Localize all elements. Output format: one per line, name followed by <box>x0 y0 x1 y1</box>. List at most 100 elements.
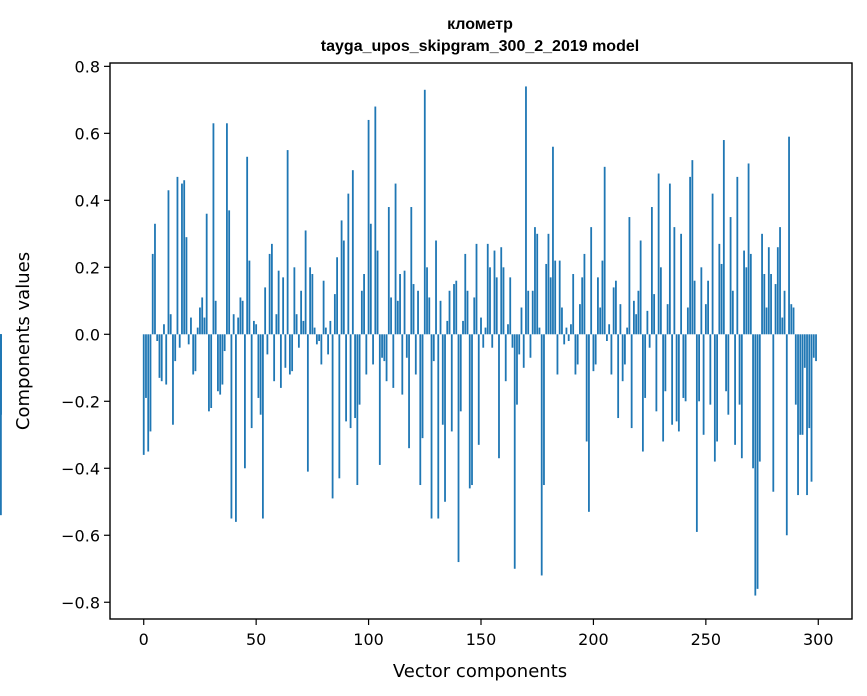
bar <box>423 89 426 335</box>
bar <box>671 334 674 425</box>
bar <box>790 304 793 335</box>
bar <box>754 334 757 596</box>
bar <box>540 334 543 576</box>
bar <box>581 277 584 335</box>
bar <box>561 307 563 335</box>
bar <box>513 334 516 569</box>
bar <box>815 334 817 362</box>
bar <box>450 334 453 432</box>
bar <box>214 300 217 335</box>
bar <box>477 334 480 445</box>
bar <box>246 156 249 335</box>
bar <box>491 334 494 348</box>
bar <box>358 334 361 405</box>
bar <box>160 334 163 382</box>
bar <box>235 334 237 522</box>
bar <box>336 257 338 335</box>
bar <box>435 240 437 335</box>
bar <box>455 280 458 335</box>
bar <box>518 334 521 355</box>
bar <box>772 334 775 492</box>
bar <box>464 253 467 335</box>
bar <box>603 166 606 335</box>
bar <box>662 334 665 442</box>
bar <box>219 334 222 395</box>
bar <box>446 320 449 335</box>
bar <box>437 334 440 519</box>
bar <box>763 274 766 335</box>
bar <box>365 334 368 375</box>
bar <box>387 207 390 335</box>
bar <box>534 227 536 335</box>
bar <box>212 123 215 335</box>
y-tick-label: 0.2 <box>75 258 100 277</box>
bar <box>354 334 356 419</box>
bar <box>516 334 518 405</box>
bar <box>459 334 462 412</box>
bar <box>675 334 678 422</box>
bar <box>808 334 811 429</box>
bar <box>655 334 658 412</box>
bar <box>761 233 763 335</box>
bar <box>282 277 285 335</box>
bar <box>374 106 377 335</box>
bar <box>632 300 635 335</box>
bar <box>531 290 534 335</box>
x-tick-label: 300 <box>803 630 834 649</box>
bar <box>677 334 680 432</box>
bar <box>549 277 552 335</box>
bar <box>740 334 743 459</box>
bar <box>383 334 386 362</box>
x-tick-label: 0 <box>139 630 149 649</box>
bar <box>659 267 662 335</box>
bar <box>196 327 199 335</box>
bar <box>462 320 464 335</box>
bar <box>785 334 788 536</box>
y-tick-label: 0.4 <box>75 191 100 210</box>
bar <box>601 260 604 335</box>
bar <box>745 267 748 335</box>
bar <box>554 260 557 335</box>
bar <box>169 314 172 335</box>
bar <box>176 176 179 335</box>
bar <box>142 334 145 455</box>
y-tick-label: −0.6 <box>61 526 100 545</box>
bar <box>158 334 161 378</box>
bar <box>448 290 451 335</box>
bar <box>725 334 727 392</box>
bar <box>797 334 799 496</box>
bar <box>615 280 617 335</box>
bar <box>624 334 626 365</box>
bar <box>255 324 258 335</box>
bar <box>543 334 545 486</box>
bar <box>419 334 422 486</box>
bar <box>396 300 399 335</box>
bar <box>412 284 415 335</box>
bar <box>572 274 575 335</box>
bar <box>347 193 350 335</box>
bar <box>349 334 352 429</box>
bar <box>594 334 597 365</box>
bar <box>356 334 359 486</box>
bar <box>630 334 633 429</box>
bar <box>288 334 291 375</box>
bar <box>599 307 602 335</box>
bar <box>318 334 321 341</box>
bar <box>774 284 777 335</box>
bar <box>556 334 559 375</box>
bar <box>178 334 181 348</box>
bar <box>430 334 433 519</box>
bar <box>439 300 442 335</box>
bar <box>363 274 365 335</box>
bar <box>498 334 500 459</box>
bar <box>322 280 325 335</box>
x-tick-label: 150 <box>466 630 497 649</box>
bar <box>394 183 397 335</box>
bar <box>529 334 532 358</box>
bar <box>187 334 190 345</box>
bar <box>484 327 487 335</box>
bar <box>783 290 786 335</box>
bar <box>610 334 613 375</box>
bar <box>668 183 671 335</box>
bar <box>576 334 579 365</box>
